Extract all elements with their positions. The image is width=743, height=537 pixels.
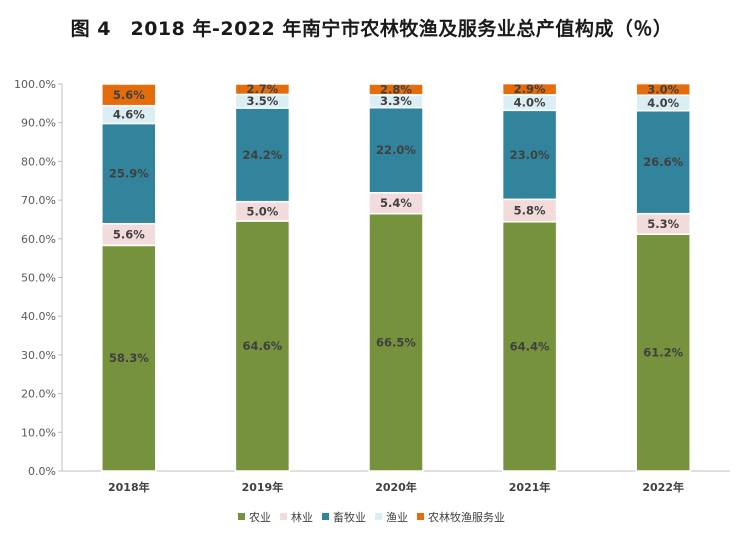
y-tick-label: 40.0%	[21, 310, 56, 323]
data-label: 64.4%	[510, 339, 550, 353]
data-label: 3.0%	[647, 82, 679, 96]
data-label: 2.7%	[246, 82, 278, 96]
legend-label: 农业	[249, 510, 271, 524]
y-tick-label: 60.0%	[21, 233, 56, 246]
bar-segment	[635, 109, 691, 215]
y-tick-label: 50.0%	[21, 272, 56, 285]
bar-segment	[234, 83, 291, 96]
legend-swatch	[280, 513, 287, 520]
legend-label: 畜牧业	[333, 510, 366, 524]
data-label: 5.0%	[246, 204, 278, 218]
bar-segment	[368, 212, 424, 472]
bars-group: 58.3% 5.6% 25.9% 4.6% 5.6% 64.6% 5.0% 24.2% 3.5%…	[101, 82, 691, 472]
bar-segment	[234, 220, 291, 472]
y-tick-label: 70.0%	[21, 194, 56, 207]
y-tick-label: 90.0%	[21, 117, 56, 130]
x-tick-label: 2022年	[642, 480, 684, 494]
y-axis-ticks: 0.0% 10.0% 20.0% 30.0% 40.0% 50.0% 60.0% 70.0% 8…	[14, 78, 62, 478]
data-label: 5.4%	[380, 196, 412, 210]
bar-segment	[501, 109, 558, 201]
data-label: 22.0%	[376, 143, 416, 157]
data-label: 4.0%	[514, 96, 546, 110]
bar-segment	[101, 83, 157, 107]
data-label: 61.2%	[643, 346, 683, 360]
data-label: 25.9%	[109, 167, 149, 181]
x-axis-ticks: 2018年 2019年 2020年 2021年 2022年	[108, 480, 684, 494]
y-tick-label: 30.0%	[21, 349, 56, 362]
y-tick-label: 0.0%	[28, 465, 56, 478]
y-tick-label: 20.0%	[21, 388, 56, 401]
bar-segment	[501, 221, 558, 472]
legend-label: 林业	[291, 510, 313, 524]
legend-swatch	[322, 513, 329, 520]
legend: 农业 林业 畜牧业 渔业 农林牧渔服务业	[238, 510, 505, 524]
legend-swatch	[238, 513, 245, 520]
data-label: 23.0%	[510, 148, 550, 162]
x-tick-label: 2020年	[375, 480, 417, 494]
data-label: 66.5%	[376, 335, 416, 349]
data-label: 2.8%	[380, 82, 412, 96]
legend-label: 渔业	[386, 511, 408, 524]
bar-segment	[501, 82, 558, 96]
data-label: 5.3%	[647, 217, 679, 231]
bar-segment	[101, 122, 157, 225]
data-label: 3.5%	[246, 94, 278, 108]
data-label: 24.2%	[242, 148, 282, 162]
x-tick-label: 2019年	[242, 480, 284, 494]
bar-segment	[234, 107, 291, 203]
legend-swatch	[375, 513, 382, 520]
bar-segment	[635, 233, 691, 472]
data-label: 2.9%	[514, 82, 546, 96]
bar-segment	[368, 106, 424, 194]
data-label: 64.6%	[242, 339, 282, 353]
data-label: 5.6%	[113, 88, 145, 102]
data-label: 58.3%	[109, 351, 149, 365]
x-tick-label: 2018年	[108, 480, 150, 494]
bar-segment	[635, 82, 691, 96]
legend-swatch	[417, 513, 424, 520]
data-label: 5.8%	[514, 204, 546, 218]
y-tick-label: 10.0%	[21, 426, 56, 439]
y-tick-label: 100.0%	[14, 78, 56, 91]
data-label: 4.0%	[647, 96, 679, 110]
data-label: 3.3%	[380, 94, 412, 108]
data-label: 4.6%	[113, 108, 145, 122]
x-tick-label: 2021年	[509, 480, 551, 494]
chart-title: 图 4 2018 年-2022 年南宁市农林牧渔及服务业总产值构成（％）	[70, 18, 673, 40]
data-label: 5.6%	[113, 228, 145, 242]
legend-label: 农林牧渔服务业	[428, 510, 505, 524]
data-label: 26.6%	[643, 155, 683, 169]
y-tick-label: 80.0%	[21, 155, 56, 168]
bar-segment	[368, 83, 424, 96]
bar-segment	[101, 244, 157, 472]
